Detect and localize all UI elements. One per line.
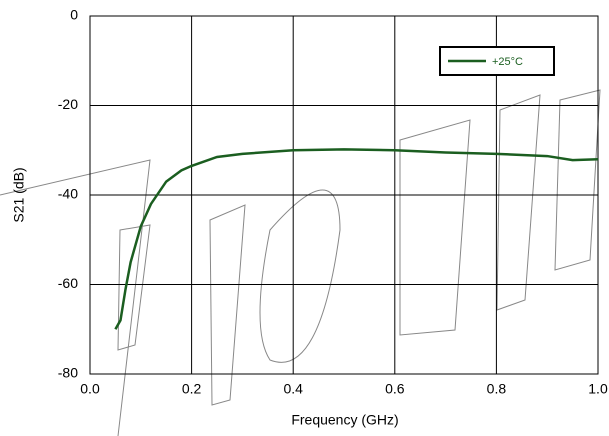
y-tick-label: -20 [58, 96, 78, 112]
x-tick-label: 0.4 [283, 381, 303, 397]
y-tick-label: -80 [58, 365, 78, 381]
x-tick-label: 0.2 [182, 381, 202, 397]
x-axis-label: Frequency (GHz) [291, 412, 398, 428]
x-tick-label: 1.0 [588, 381, 608, 397]
y-tick-label: -60 [58, 275, 78, 291]
legend-box [439, 46, 555, 76]
y-tick-label: -40 [58, 186, 78, 202]
x-tick-label: 0.8 [487, 381, 507, 397]
x-tick-label: 0.6 [385, 381, 405, 397]
y-axis-label: S21 (dB) [11, 167, 27, 222]
y-tick-label: 0 [70, 7, 78, 23]
x-tick-label: 0.0 [80, 381, 100, 397]
legend-label: +25°C [492, 56, 523, 68]
data-line [114, 148, 599, 330]
